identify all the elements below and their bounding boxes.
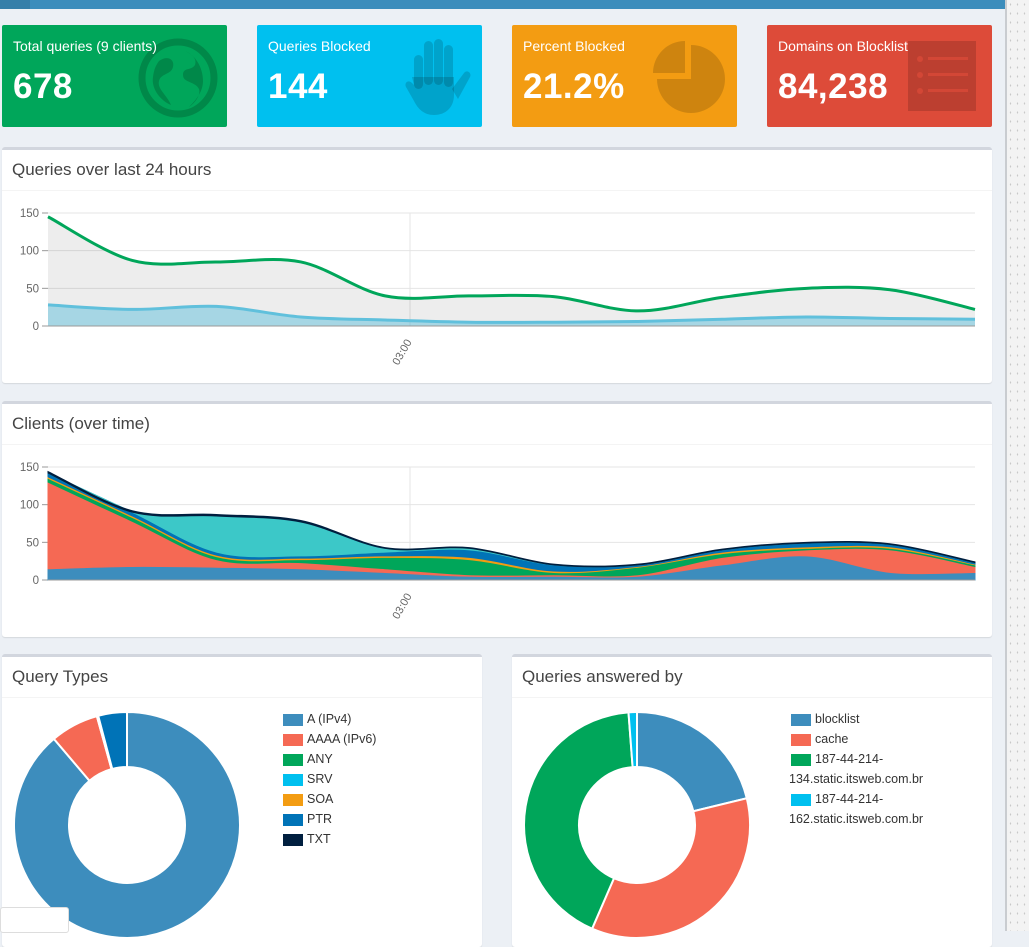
clients-over-time-panel: Clients (over time) 150 100 50 0 03:00 xyxy=(2,401,992,637)
legend-label: PTR xyxy=(307,812,332,826)
legend-swatch xyxy=(283,834,303,846)
forward-destinations-legend: blocklist cache 187-44-214- 134.static.itsw… xyxy=(789,712,986,914)
y-tick-label: 100 xyxy=(20,500,39,512)
legend-swatch xyxy=(791,714,811,726)
series-line[interactable] xyxy=(47,215,976,313)
queries-blocked-box: Queries Blocked 144 xyxy=(257,25,482,127)
top-navbar xyxy=(0,0,1005,9)
legend-swatch xyxy=(283,794,303,806)
donut-slice[interactable] xyxy=(96,710,128,771)
legend-label: A (IPv4) xyxy=(307,712,352,726)
panel-divider xyxy=(2,444,992,445)
donut-slice[interactable] xyxy=(13,710,241,939)
x-tick-label: 03:00 xyxy=(390,338,414,368)
percent-blocked-box: Percent Blocked 21.2% xyxy=(512,25,737,127)
clients-over-time-chart[interactable]: 150 100 50 0 03:00 xyxy=(2,447,992,637)
donut-slice[interactable] xyxy=(590,797,751,939)
donut-slice[interactable] xyxy=(627,710,638,769)
legend-label: ANY xyxy=(307,752,333,766)
bottom-corner-tab[interactable] xyxy=(0,907,69,933)
legend-label: 162.static.itsweb.com.br xyxy=(789,812,924,826)
stat-value: 144 xyxy=(268,67,328,106)
stat-label: Total queries (9 clients) xyxy=(13,38,157,54)
total-queries-box: Total queries (9 clients) 678 xyxy=(2,25,227,127)
legend-label: cache xyxy=(815,732,849,746)
panel-divider xyxy=(2,697,482,698)
legend-swatch xyxy=(791,794,811,806)
stat-label: Domains on Blocklist xyxy=(778,38,908,54)
y-tick-label: 150 xyxy=(20,462,39,474)
legend-label: 187-44-214- xyxy=(815,792,884,806)
legend-swatch xyxy=(283,714,303,726)
legend-label: SOA xyxy=(307,792,334,806)
panel-title: Queries answered by xyxy=(522,667,683,686)
y-tick-label: 0 xyxy=(33,321,39,333)
legend-label: AAAA (IPv6) xyxy=(307,732,377,746)
globe-icon xyxy=(138,38,218,118)
legend-swatch xyxy=(283,734,303,746)
stat-label: Percent Blocked xyxy=(523,38,625,54)
legend-label: 187-44-214- xyxy=(815,752,884,766)
legend-swatch xyxy=(283,754,303,766)
stat-value: 84,238 xyxy=(778,67,889,106)
donut-slice[interactable] xyxy=(523,711,634,931)
legend-swatch xyxy=(283,774,303,786)
panel-title: Queries over last 24 hours xyxy=(12,160,212,179)
sidebar-toggle[interactable] xyxy=(0,0,30,9)
legend-swatch xyxy=(791,754,811,766)
y-tick-label: 50 xyxy=(26,537,39,549)
forward-destinations-donut[interactable] xyxy=(512,700,762,940)
queries-over-time-chart[interactable]: 150 100 50 0 03:00 xyxy=(2,193,992,383)
domains-blocklist-box: Domains on Blocklist 84,238 xyxy=(767,25,992,127)
legend-label: TXT xyxy=(307,832,331,846)
queries-over-time-panel: Queries over last 24 hours 150 100 50 0 03:0… xyxy=(2,147,992,383)
query-types-legend: A (IPv4) AAAA (IPv6) ANY SRV SOA PTR TXT xyxy=(283,712,473,914)
legend-label: 134.static.itsweb.com.br xyxy=(789,772,924,786)
series-area xyxy=(48,216,975,326)
query-types-panel: Query Types A (IPv4) AAAA (IPv6) ANY SRV SOA… xyxy=(2,654,482,947)
series-line[interactable] xyxy=(47,303,976,324)
panel-divider xyxy=(512,697,992,698)
stat-value: 21.2% xyxy=(523,67,625,106)
panel-title: Query Types xyxy=(12,667,109,686)
y-tick-label: 0 xyxy=(33,575,39,587)
legend-swatch xyxy=(791,734,811,746)
stat-value: 678 xyxy=(13,67,73,106)
forward-destinations-panel: Queries answered by blocklist cache 187-44… xyxy=(512,654,992,947)
panel-divider xyxy=(2,190,992,191)
legend-label: blocklist xyxy=(815,712,860,726)
hand-icon xyxy=(405,39,471,115)
stat-label: Queries Blocked xyxy=(268,38,371,54)
series-area[interactable] xyxy=(47,470,976,568)
y-tick-label: 50 xyxy=(26,283,39,295)
donut-slice[interactable] xyxy=(636,710,749,813)
series-area xyxy=(48,304,975,326)
query-types-donut[interactable] xyxy=(2,700,252,940)
x-tick-label: 03:00 xyxy=(390,592,414,622)
y-tick-label: 100 xyxy=(20,246,39,258)
right-edge-panel xyxy=(1005,0,1029,931)
legend-swatch xyxy=(283,814,303,826)
y-tick-label: 150 xyxy=(20,208,39,220)
pie-chart-icon xyxy=(653,41,725,113)
legend-label: SRV xyxy=(307,772,333,786)
panel-title: Clients (over time) xyxy=(12,414,150,433)
list-icon xyxy=(908,41,976,111)
